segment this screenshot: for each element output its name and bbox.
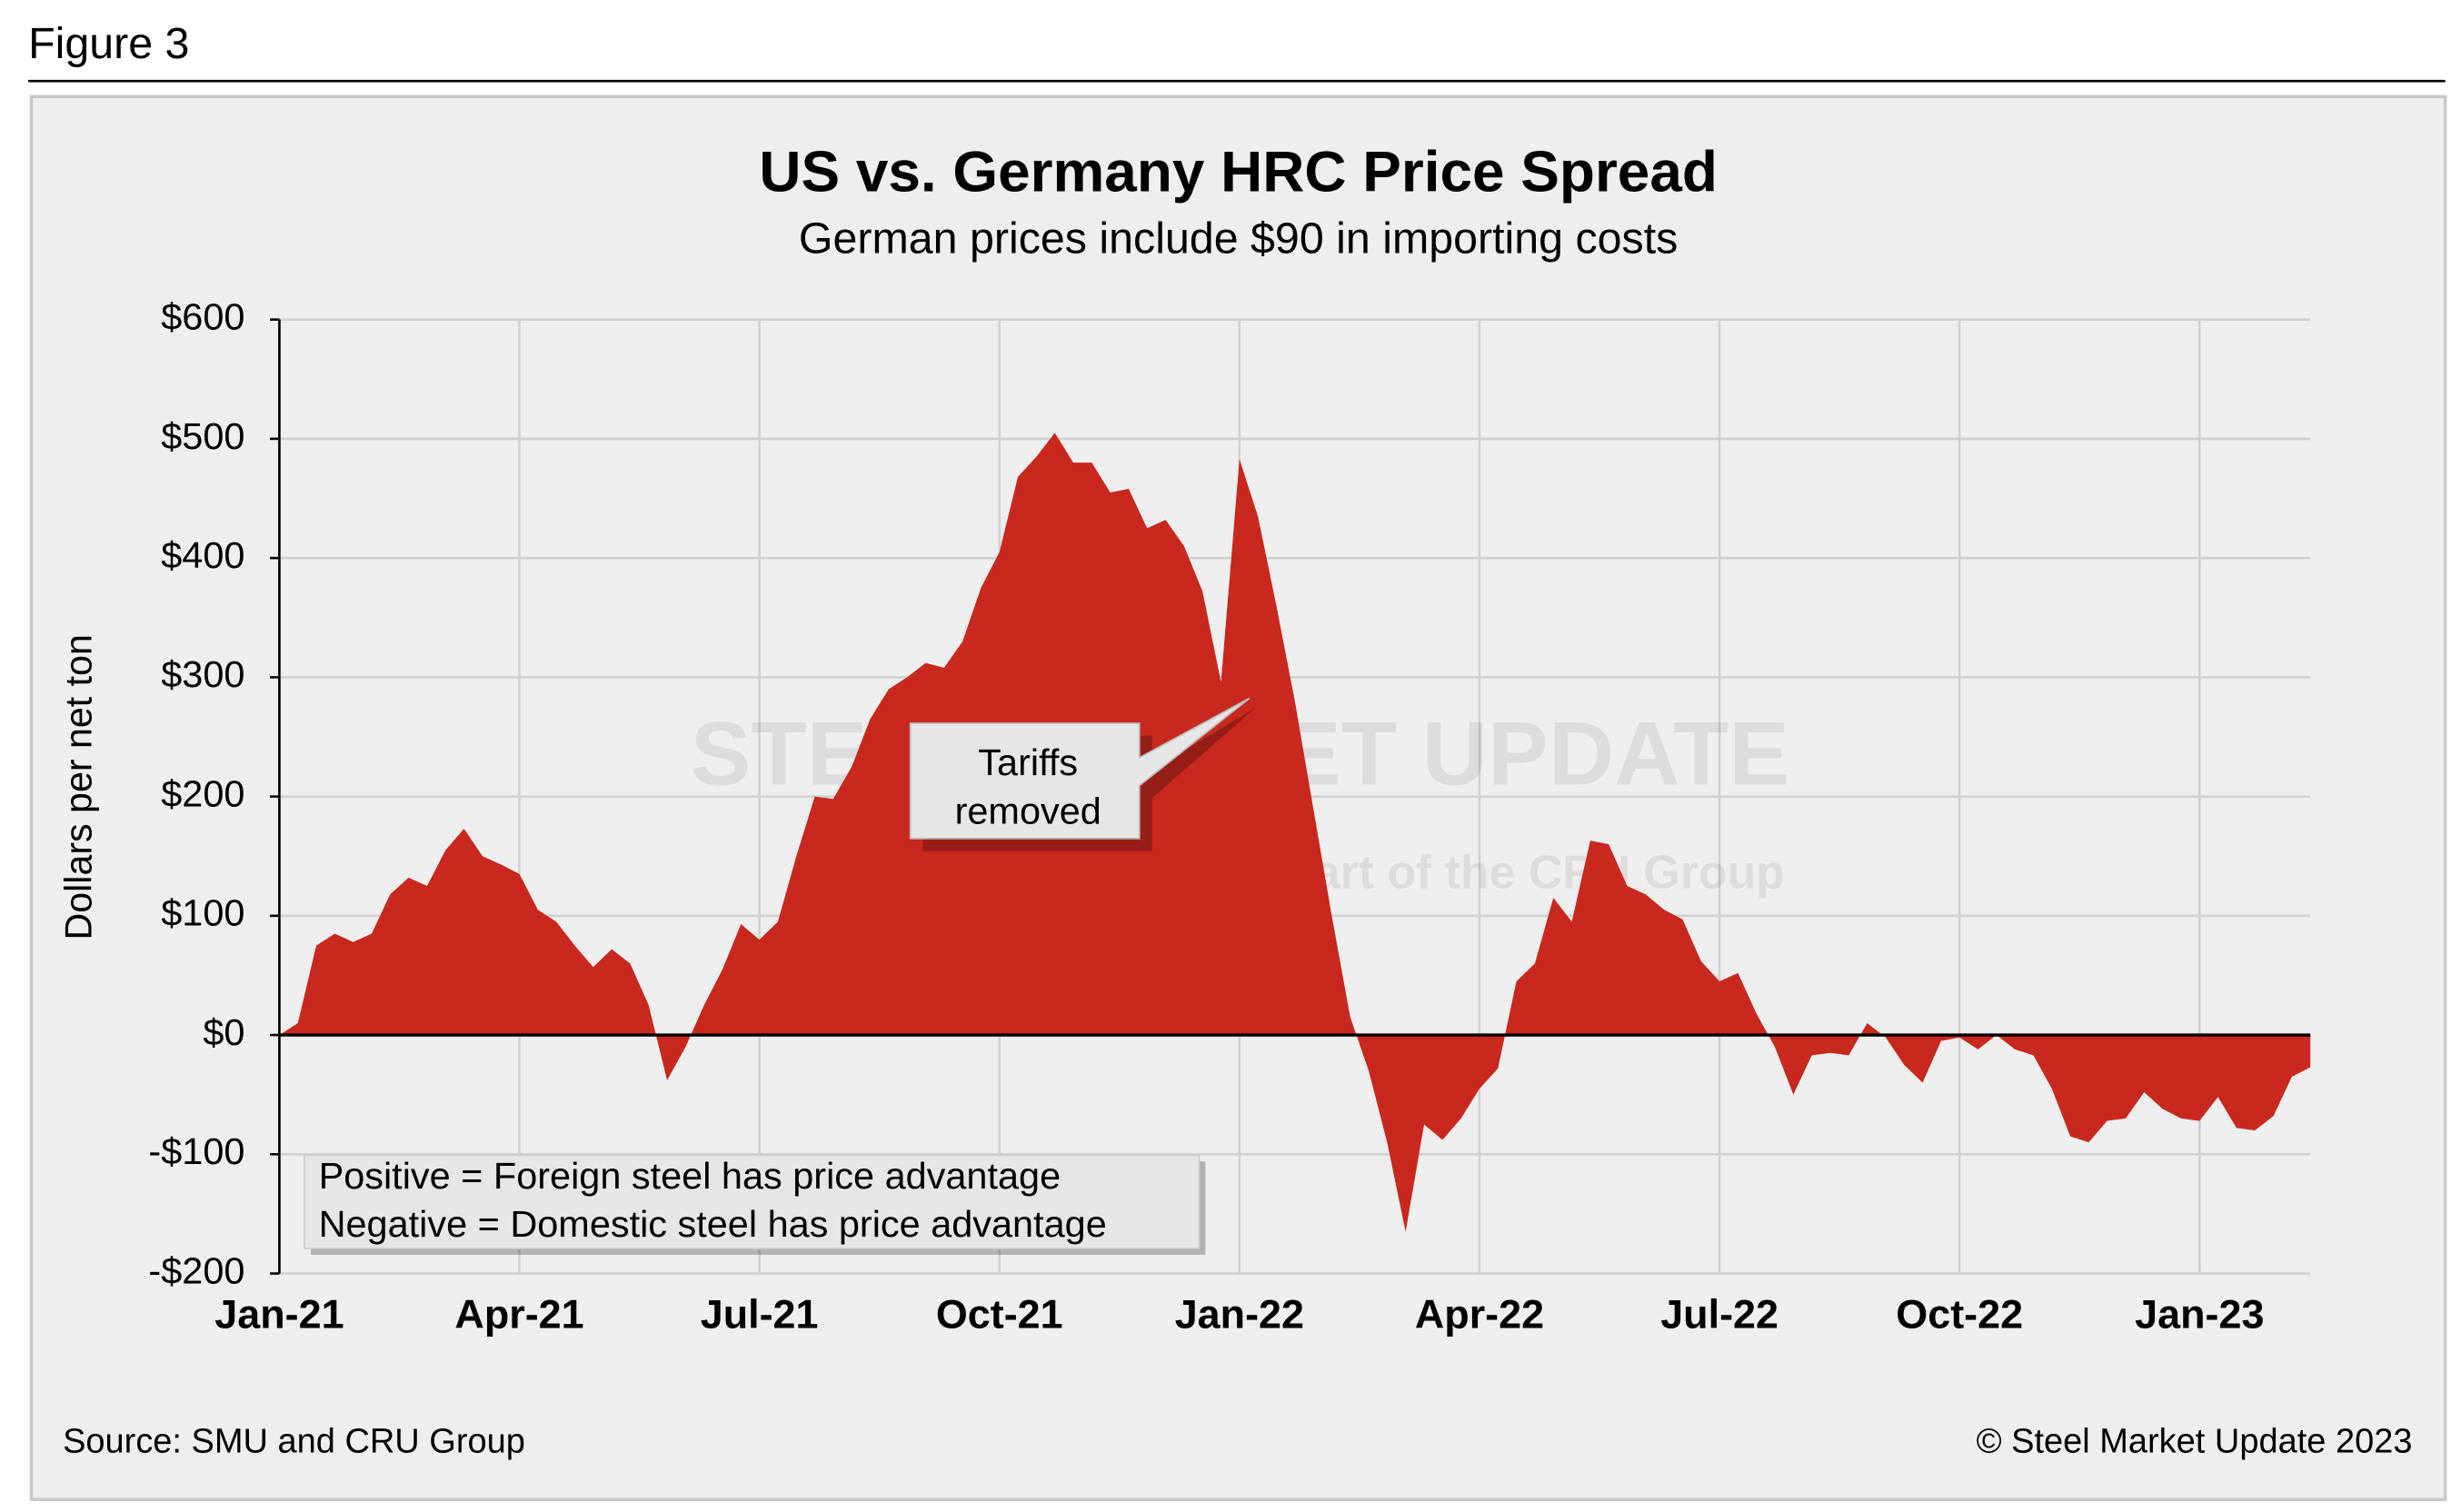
y-tick-label: $0 xyxy=(203,1011,244,1053)
plot xyxy=(279,433,2311,1232)
y-tick-label: $300 xyxy=(161,653,244,695)
y-tick-label: $500 xyxy=(161,415,244,457)
y-tick-label: $100 xyxy=(161,892,244,934)
watermark: part of the CRU Group xyxy=(1285,846,1785,899)
note-group: Positive = Foreign steel has price advan… xyxy=(304,1154,1206,1255)
chart-subtitle: German prices include $90 in importing c… xyxy=(799,214,1678,264)
x-tick-label: Oct-22 xyxy=(1896,1291,2023,1337)
x-tick-label: Jul-21 xyxy=(701,1291,819,1337)
y-tick-label: $400 xyxy=(161,534,244,576)
y-tick-label: -$100 xyxy=(148,1130,244,1172)
x-tick-label: Jan-21 xyxy=(214,1291,344,1337)
x-tick-label: Jul-22 xyxy=(1660,1291,1778,1337)
y-tick-label: $200 xyxy=(161,773,244,815)
annotation-box xyxy=(909,697,1250,840)
figure-label: Figure 3 xyxy=(28,19,189,68)
y-axis-label: Dollars per net ton xyxy=(58,634,100,940)
annotation-group: Tariffs removed xyxy=(909,697,1256,851)
copyright: © Steel Market Update 2023 xyxy=(1977,1423,2413,1461)
x-tick-label: Jan-23 xyxy=(2135,1291,2264,1337)
note-box xyxy=(304,1154,1201,1249)
x-tick-label: Oct-21 xyxy=(936,1291,1063,1337)
source: Source: SMU and CRU Group xyxy=(63,1423,525,1461)
y-tick-label: $600 xyxy=(161,296,244,338)
chart-title: US vs. Germany HRC Price Spread xyxy=(759,140,1718,204)
x-tick-label: Jan-22 xyxy=(1175,1291,1304,1337)
note: Positive = Foreign steel has price advan… xyxy=(319,1155,1061,1197)
x-tick-label: Apr-21 xyxy=(454,1291,583,1337)
area xyxy=(279,433,2311,1232)
note: Negative = Domestic steel has price adva… xyxy=(319,1203,1107,1245)
x-tick-label: Apr-22 xyxy=(1415,1291,1544,1337)
annotation: Tariffs xyxy=(978,741,1078,783)
annotation: removed xyxy=(955,790,1101,831)
y-tick-label: -$200 xyxy=(148,1250,244,1292)
